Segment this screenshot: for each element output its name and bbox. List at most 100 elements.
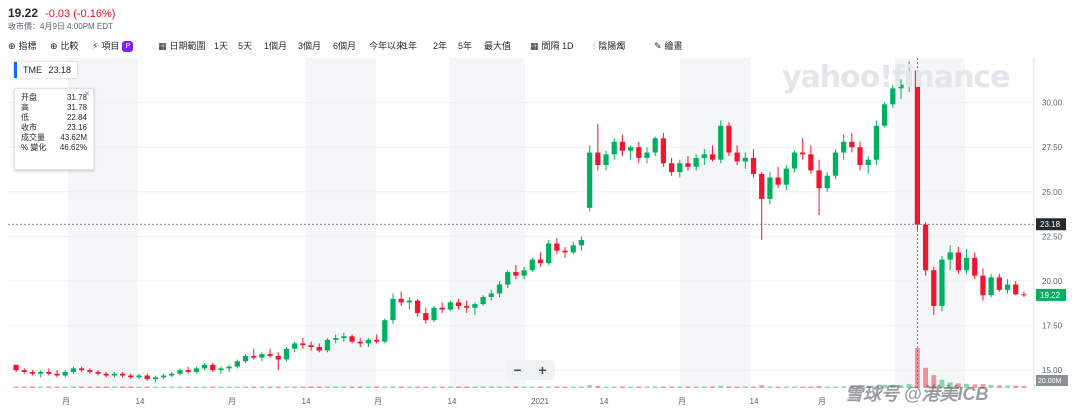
volume-bar [873,385,879,388]
volume-bar [1013,385,1019,388]
month-band [680,58,750,388]
candle-body [136,375,142,378]
close-icon[interactable]: ✕ [84,91,90,98]
calendar-icon: ▦ [530,41,539,51]
toolbar-item[interactable]: 6個月 [333,38,356,54]
candle-body [980,275,986,296]
toolbar-item-label: 今年以來 [369,41,406,51]
volume-bar [529,386,535,388]
toolbar-item-label: 1年 [403,41,418,51]
toolbar-item[interactable]: ✎ 繪畫 [654,38,683,54]
candle-body [464,305,470,308]
candle [234,359,240,369]
candle [668,157,675,176]
toolbar-item[interactable]: ⚡ 項目 P [92,38,134,54]
toolbar-item-label: 最大值 [484,41,512,51]
toolbar-item[interactable]: 5年 [458,38,472,54]
candle [1004,279,1011,294]
plus-circle-icon: ⊕ [8,41,16,51]
volume-bar [947,382,953,388]
candle-body [316,346,322,351]
tooltip-label: 高 [21,103,29,112]
zoom-controls: − + [505,360,555,380]
candle [201,363,208,371]
volume-bar [513,386,519,388]
volume-bar [243,386,248,388]
volume-bar [284,386,289,388]
candle-body [677,163,683,173]
toolbar-item[interactable]: ⫶ 陰陽燭 [593,38,625,54]
toolbar-item[interactable]: 5天 [238,38,252,54]
candle-body [333,338,339,340]
candle [587,145,593,212]
volume-bar [447,386,453,388]
volume-bar [767,386,773,388]
candle-body [578,239,585,246]
candle-body [800,152,806,155]
toolbar-item-label: 6個月 [333,41,357,51]
candle [46,368,52,376]
volume-bar [193,386,199,388]
candle [275,352,281,371]
volume-bar [939,379,945,388]
month-band [450,58,525,388]
volume-bar [685,386,691,388]
volume-bar [177,386,183,388]
candle-body [292,343,298,349]
candle [693,154,699,171]
toolbar-item[interactable]: 最大值 [484,38,511,54]
candle [406,297,413,310]
x-tick-label: 14 [302,397,311,406]
candle [595,124,601,171]
toolbar-item[interactable]: 今年以來 [369,38,405,54]
candle-body [570,245,576,253]
toolbar-item[interactable]: ▦ 間隔 1D [530,38,574,54]
candle-body [611,141,617,155]
volume-bar [841,386,847,388]
candle-body [259,354,265,358]
toolbar-item-label: 比較 [60,41,79,51]
candle [922,222,929,276]
volume-bar [382,386,388,388]
candle [996,273,1002,292]
y-tick-label: 27.50 [1042,143,1063,152]
toolbar-item[interactable]: 1天 [214,38,228,54]
volume-bar [710,386,716,388]
toolbar-item[interactable]: ⊕ 比較 [50,38,79,54]
toolbar-item[interactable]: 2年 [433,38,447,54]
volume-bar [423,386,429,388]
volume-bar [406,386,412,388]
volume-bar [21,386,27,388]
volume-bar [792,386,797,388]
candle-body [627,147,634,151]
candle [513,264,519,280]
candle [734,145,740,166]
symbol-tag[interactable]: TME 23.18 [14,62,78,78]
volume-bars [13,348,1027,388]
toolbar-item[interactable]: ▦ 日期範圍 [158,38,206,54]
volume-bar [800,386,806,388]
x-tick-label: 14 [448,397,457,406]
toolbar-item[interactable]: 1年 [403,38,417,54]
zoom-out-button[interactable]: − [513,362,522,378]
zoom-in-button[interactable]: + [538,362,547,378]
candle [119,371,126,378]
candle [226,364,232,372]
toolbar-item-label: 1天 [214,41,229,51]
toolbar-item[interactable]: ⊕ 指標 [8,38,37,54]
candle-body [767,177,773,199]
candle [431,305,437,322]
candle [283,346,290,362]
toolbar-item[interactable]: 3個月 [298,38,321,54]
volume-bar [742,386,748,388]
candle [54,370,60,378]
candle [963,248,970,274]
candle [701,148,707,166]
volume-bar [324,386,330,388]
candle-body [841,141,847,153]
volume-bar [210,386,216,388]
toolbar-item[interactable]: 1個月 [264,38,287,54]
candle-body [373,339,380,342]
candle [447,300,453,312]
